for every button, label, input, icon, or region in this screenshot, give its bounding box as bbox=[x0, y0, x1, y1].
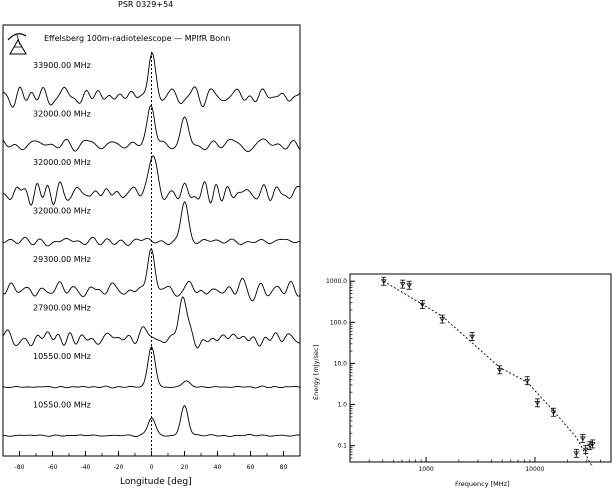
spectrum-y-label: Energy [mJy/sec] bbox=[312, 345, 320, 400]
data-point bbox=[380, 276, 387, 286]
data-point bbox=[582, 445, 589, 455]
x-tick-label: 40 bbox=[214, 464, 222, 471]
spectrum-frame bbox=[349, 273, 612, 463]
data-point bbox=[419, 300, 426, 310]
x-tick-label: 20 bbox=[181, 464, 189, 471]
series-label: 32000.00 MHz bbox=[33, 207, 91, 216]
x-tick-label: 0 bbox=[150, 464, 154, 471]
x-tick-label: 60 bbox=[247, 464, 255, 471]
series-label: 27900.00 MHz bbox=[33, 304, 91, 313]
data-point bbox=[469, 332, 475, 341]
data-point bbox=[534, 398, 541, 408]
telescope-logo-icon bbox=[7, 33, 27, 55]
data-point bbox=[496, 365, 503, 375]
profile-line bbox=[2, 346, 301, 389]
series-label: 10550.00 MHz bbox=[33, 401, 91, 410]
y-tick-label: 100.0 bbox=[330, 319, 347, 326]
series-label: 33900.00 MHz bbox=[33, 61, 91, 70]
data-point bbox=[406, 280, 413, 290]
y-tick-label: 10.0 bbox=[334, 360, 348, 367]
data-point bbox=[573, 448, 580, 458]
fit-line bbox=[383, 280, 593, 468]
data-point bbox=[439, 314, 446, 324]
x-tick-label: 80 bbox=[280, 464, 288, 471]
chart-title: PSR 0329+54 bbox=[118, 0, 173, 9]
chart-subtitle: Effelsberg 100m-radiotelescope — MPIfR B… bbox=[44, 34, 230, 43]
data-point bbox=[589, 439, 596, 449]
x-tick-label: 10000 bbox=[525, 466, 544, 473]
series-label: 29300.00 MHz bbox=[33, 255, 91, 264]
y-tick-label: 1000.0 bbox=[326, 278, 347, 285]
series-label: 32000.00 MHz bbox=[33, 110, 91, 119]
spectrum-points bbox=[380, 276, 596, 458]
data-point bbox=[579, 434, 586, 443]
profiles-panel: Effelsberg 100m-radiotelescope — MPIfR B… bbox=[2, 24, 301, 487]
data-point bbox=[587, 441, 593, 451]
y-tick-label: 1.0 bbox=[337, 402, 347, 409]
data-point bbox=[524, 376, 531, 386]
series-label: 10550.00 MHz bbox=[33, 352, 91, 361]
series-label: 32000.00 MHz bbox=[33, 158, 91, 167]
profile-line bbox=[2, 155, 301, 206]
data-point bbox=[399, 279, 406, 289]
x-tick-label: 1000 bbox=[418, 466, 433, 473]
spectrum-x-label: Frequency [MHz] bbox=[455, 480, 510, 488]
spectrum-panel: 1000 10000 0.1 1.0 10.0 100.0 1000.0 Frequency… bbox=[312, 273, 612, 488]
data-point bbox=[550, 407, 557, 417]
x-tick-label: -20 bbox=[114, 464, 124, 471]
x-tick-label: -60 bbox=[48, 464, 58, 471]
longitude-axis: -80 -60 -40 -20 0 20 40 60 80 bbox=[2, 451, 301, 471]
y-tick-label: 0.1 bbox=[337, 443, 347, 450]
x-tick-label: -40 bbox=[81, 464, 91, 471]
spectrum-axes: 1000 10000 0.1 1.0 10.0 100.0 1000.0 bbox=[326, 278, 612, 473]
x-axis-label: Longitude [deg] bbox=[120, 477, 192, 487]
x-tick-label: -80 bbox=[15, 464, 25, 471]
power-law-fit bbox=[383, 280, 593, 468]
